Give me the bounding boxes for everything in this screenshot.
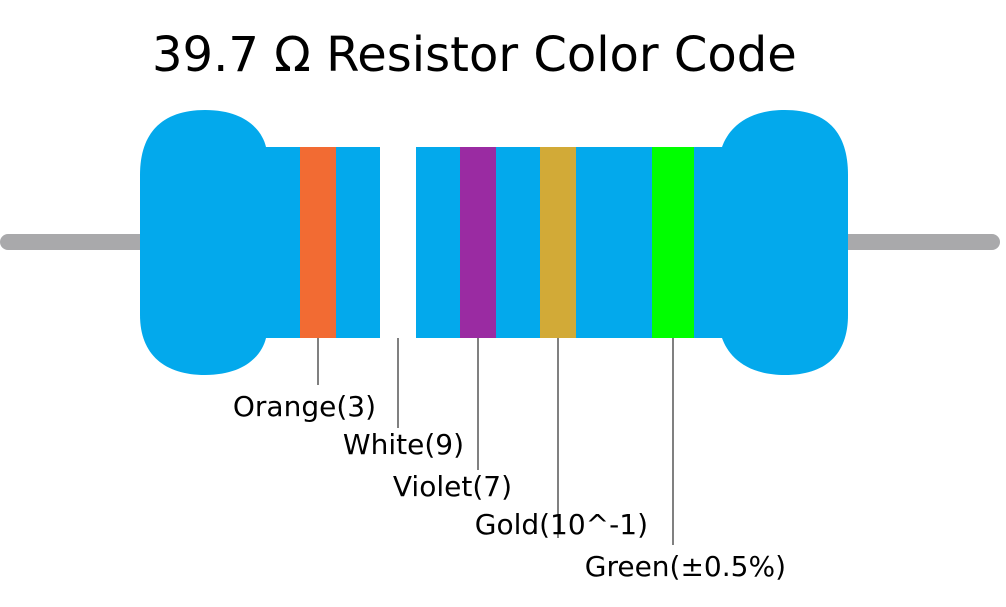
band-label-3: Violet(7) bbox=[393, 470, 512, 503]
color-band-3 bbox=[460, 147, 496, 338]
color-band-4 bbox=[540, 147, 576, 338]
band-label-1: Orange(3) bbox=[233, 390, 376, 423]
band-labels: Orange(3) White(9) Violet(7) Gold(10^-1) Gre… bbox=[233, 338, 786, 583]
page-title: 39.7 Ω Resistor Color Code bbox=[152, 27, 797, 83]
left-end-cap bbox=[140, 110, 266, 375]
color-bands bbox=[300, 147, 694, 338]
band-label-2: White(9) bbox=[343, 428, 464, 461]
band-label-5: Green(±0.5%) bbox=[585, 550, 786, 583]
band-label-4: Gold(10^-1) bbox=[475, 508, 648, 541]
right-end-cap bbox=[722, 110, 848, 375]
color-band-1 bbox=[300, 147, 336, 338]
color-band-2 bbox=[380, 147, 416, 338]
color-band-5 bbox=[652, 147, 694, 338]
